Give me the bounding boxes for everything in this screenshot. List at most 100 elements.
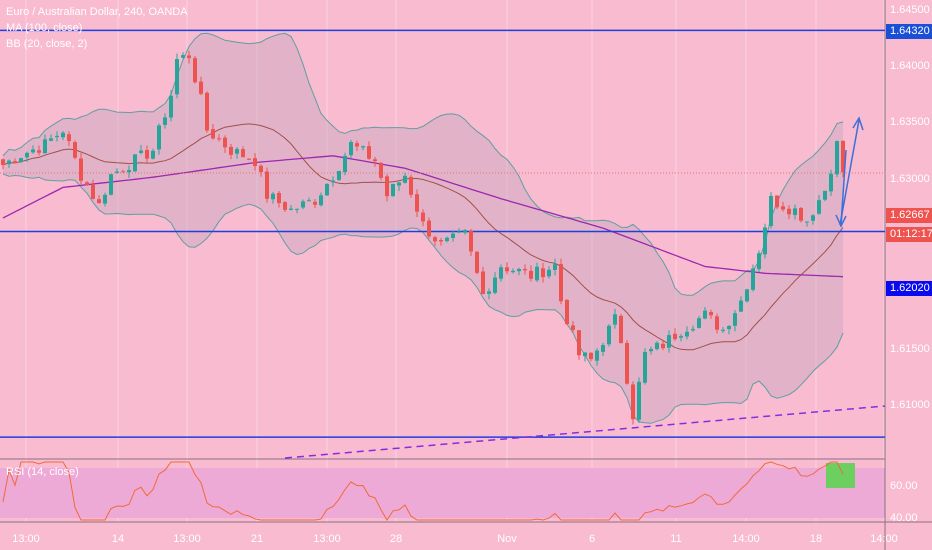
candle: [187, 55, 191, 59]
rsi-tick: 40.00: [890, 512, 918, 524]
up-arrow-head: [852, 116, 864, 131]
candle: [13, 161, 17, 164]
candle: [433, 237, 437, 242]
candle: [565, 299, 569, 325]
candle: [601, 345, 605, 352]
candle: [379, 162, 383, 178]
candle: [505, 267, 509, 272]
candle: [727, 326, 731, 330]
candle: [397, 182, 401, 186]
candle: [703, 310, 707, 319]
candle: [445, 237, 449, 242]
candle: [475, 251, 479, 273]
time-tick: 18: [809, 533, 823, 545]
candle: [301, 201, 305, 208]
price-tick: 1.64000: [890, 60, 930, 72]
candle: [631, 384, 635, 420]
candle: [697, 318, 701, 328]
time-tick: 13:00: [173, 533, 201, 545]
candle: [31, 149, 35, 153]
candle: [775, 195, 779, 208]
candle: [223, 137, 227, 148]
time-tick: 6: [588, 533, 596, 545]
ma-legend: MA (100, close): [6, 22, 83, 34]
candle: [841, 140, 845, 173]
candle: [331, 180, 335, 183]
candle: [367, 146, 371, 159]
candle: [811, 215, 815, 221]
candle: [157, 125, 161, 150]
resistance-price-tag: 1.64320: [886, 24, 932, 39]
candle: [799, 208, 803, 221]
candle: [193, 58, 197, 83]
candle: [277, 192, 281, 204]
time-tick: Nov: [497, 533, 517, 545]
candle: [661, 343, 665, 349]
candle: [259, 165, 263, 173]
candle: [805, 221, 809, 223]
candle: [127, 170, 131, 173]
candle: [451, 233, 455, 238]
candle: [499, 267, 503, 279]
ma100-line: [2, 155, 844, 278]
bb-basis: [2, 123, 844, 351]
time-tick: 14: [111, 533, 125, 545]
candle: [547, 269, 551, 277]
candle: [529, 270, 533, 279]
time-tick: 28: [389, 533, 403, 545]
bb-upper: [2, 32, 844, 296]
candle: [673, 333, 677, 340]
candle: [619, 315, 623, 344]
candle: [235, 148, 239, 154]
candle: [79, 158, 83, 181]
bar-countdown-tag: 01:12:17: [886, 227, 932, 242]
candle: [1, 159, 5, 165]
candle: [19, 158, 23, 162]
candle: [691, 328, 695, 331]
candle: [25, 152, 29, 158]
candle: [571, 325, 575, 330]
candle: [463, 229, 467, 233]
candle: [835, 140, 839, 175]
time-tick: 21: [250, 533, 264, 545]
candle: [211, 129, 215, 139]
price-tick: 1.64500: [890, 4, 930, 16]
candle: [781, 206, 785, 210]
candle: [319, 195, 323, 206]
candle: [583, 352, 587, 357]
candle: [559, 264, 563, 302]
candle: [133, 154, 137, 172]
candle: [361, 146, 365, 148]
candle: [751, 268, 755, 290]
candle: [643, 351, 647, 383]
candle: [283, 202, 287, 210]
bb-lower: [2, 173, 844, 424]
candle: [145, 149, 149, 159]
time-tick: 11: [670, 533, 682, 545]
candle: [43, 139, 47, 154]
candle: [517, 268, 521, 272]
time-tick: 14:00: [870, 533, 898, 545]
symbol-title: Euro / Australian Dollar, 240, OANDA: [6, 6, 188, 18]
candle: [343, 155, 347, 173]
candle: [757, 253, 761, 270]
candle: [37, 150, 41, 153]
candle: [85, 182, 89, 186]
candle: [577, 330, 581, 356]
candle: [241, 149, 245, 158]
candle: [337, 170, 341, 180]
candle: [169, 95, 173, 118]
candle: [265, 171, 269, 199]
candle: [589, 352, 593, 360]
candle: [97, 199, 101, 204]
highlight-box: [826, 463, 855, 488]
candle: [355, 143, 359, 147]
candle: [349, 142, 353, 156]
candle: [595, 350, 599, 361]
candle: [67, 134, 71, 142]
candle: [151, 150, 155, 159]
candle: [685, 331, 689, 337]
candle: [391, 183, 395, 197]
time-tick: 14:00: [732, 533, 760, 545]
